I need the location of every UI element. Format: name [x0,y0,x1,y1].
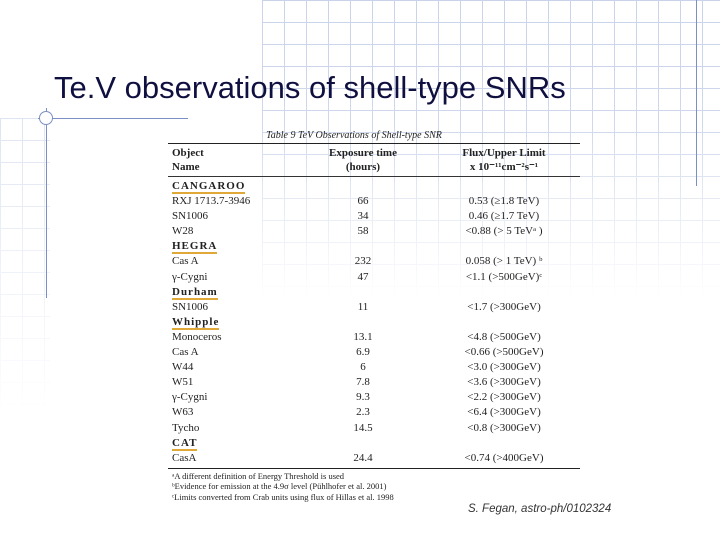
table-header: Object Name Exposure time (hours) Flux/Upp… [168,146,580,174]
flux-cell: <0.74 (>400GeV) [464,451,544,464]
table-group-row: CAT [168,436,580,451]
table-row: Cas A 232 0.058 (> 1 TeV) ᵇ [168,254,580,269]
flux-cell: 0.46 (≥1.7 TeV) [468,210,540,223]
header-object: Object [172,147,204,159]
header-hours: (hours) [345,161,381,173]
table-row: W51 7.8 <3.6 (>300GeV) [168,375,580,390]
table-row: CasA 24.4 <0.74 (>400GeV) [168,451,580,466]
left-rule [46,108,47,298]
table-caption: Table 9 TeV Observations of Shell-type S… [266,130,442,141]
exposure-cell: 14.5 [353,421,373,434]
title-rule [38,118,188,119]
table-group-row: CANGAROO [168,179,580,194]
exposure-cell: 2.3 [356,406,370,419]
rule-circle-ornament [39,111,53,125]
object-name-cell: SN1006 [172,210,209,223]
table-row: γ-Cygni 9.3 <2.2 (>300GeV) [168,390,580,405]
observations-table: Table 9 TeV Observations of Shell-type S… [168,130,580,530]
flux-cell: 0.058 (> 1 TeV) ᵇ [465,255,543,268]
object-name-cell: W28 [172,225,194,238]
flux-cell: 0.53 (≥1.8 TeV) [468,195,540,208]
table-group-row: Whipple [168,315,580,330]
table-bottom-rule [168,467,580,469]
group-label: HEGRA [172,240,218,255]
object-name-cell: Cas A [172,255,199,268]
exposure-cell: 6 [360,361,366,374]
object-name-cell: W63 [172,406,194,419]
exposure-cell: 34 [357,210,369,223]
table-row: SN1006 11 <1.7 (>300GeV) [168,300,580,315]
table-row: RXJ 1713.7-3946 66 0.53 (≥1.8 TeV) [168,194,580,209]
background-grid-left [0,118,50,418]
flux-cell: <1.1 (>500GeV)ᶜ [465,270,543,283]
table-row: W28 58 <0.88 (> 5 TeVᵃ ) [168,224,580,239]
table-body: CANGAROO RXJ 1713.7-3946 66 0.53 (≥1.8 TeV)… [168,179,580,466]
object-name-cell: RXJ 1713.7-3946 [172,195,251,208]
object-name-cell: SN1006 [172,300,209,313]
object-name-cell: W51 [172,376,194,389]
header-name: Name [172,161,200,173]
table-row: Tycho 14.5 <0.8 (>300GeV) [168,421,580,436]
header-flux-units: x 10⁻¹¹cm⁻²s⁻¹ [469,161,539,173]
flux-cell: <1.7 (>300GeV) [467,300,541,313]
exposure-cell: 47 [357,270,369,283]
group-label: Durham [172,285,218,300]
object-name-cell: Tycho [172,421,200,434]
table-row: W44 6 <3.0 (>300GeV) [168,360,580,375]
flux-cell: <3.0 (>300GeV) [467,361,541,374]
table-row: SN1006 34 0.46 (≥1.7 TeV) [168,209,580,224]
footnote: ᵇEvidence for emission at the 4.9σ level… [172,481,387,492]
slide-title: Te.V observations of shell-type SNRs [54,70,566,105]
exposure-cell: 9.3 [356,391,370,404]
exposure-cell: 66 [357,195,369,208]
flux-cell: <0.8 (>300GeV) [467,421,541,434]
object-name-cell: Monoceros [172,330,222,343]
table-row: W63 2.3 <6.4 (>300GeV) [168,405,580,420]
object-name-cell: Cas A [172,346,199,359]
exposure-cell: 232 [354,255,372,268]
object-name-cell: CasA [172,451,197,464]
table-group-row: Durham [168,285,580,300]
flux-cell: <4.8 (>500GeV) [467,330,541,343]
exposure-cell: 6.9 [356,346,370,359]
footnote: ᶜLimits converted from Crab units using … [172,491,394,502]
flux-cell: <3.6 (>300GeV) [467,376,541,389]
group-label: Whipple [172,315,220,330]
object-name-cell: γ-Cygni [172,391,208,404]
header-exposure: Exposure time [329,147,397,159]
exposure-cell: 11 [357,300,369,313]
table-top-rule [168,143,580,144]
table-group-row: HEGRA [168,239,580,255]
object-name-cell: γ-Cygni [172,270,208,283]
exposure-cell: 24.4 [353,451,373,464]
object-name-cell: W44 [172,361,194,374]
flux-cell: <0.88 (> 5 TeVᵃ ) [465,225,543,238]
citation-credit: S. Fegan, astro-ph/0102324 [466,503,614,515]
header-flux: Flux/Upper Limit [462,147,546,159]
decorative-line [696,0,697,186]
table-row: γ-Cygni 47 <1.1 (>500GeV)ᶜ [168,270,580,285]
exposure-cell: 13.1 [353,330,373,343]
group-label: CAT [172,436,198,451]
background-grid [262,0,720,300]
exposure-cell: 7.8 [356,376,370,389]
table-row: Cas A 6.9 <0.66 (>500GeV) [168,345,580,360]
table-footnotes: ᵃA different definition of Energy Thresh… [168,471,580,503]
footnote: ᵃA different definition of Energy Thresh… [172,470,345,481]
flux-cell: <0.66 (>500GeV) [464,346,544,359]
flux-cell: <6.4 (>300GeV) [467,406,541,419]
group-label: CANGAROO [172,180,246,194]
table-row: Monoceros 13.1 <4.8 (>500GeV) [168,330,580,345]
table-header-rule [168,176,580,177]
exposure-cell: 58 [357,225,369,238]
flux-cell: <2.2 (>300GeV) [467,391,541,404]
